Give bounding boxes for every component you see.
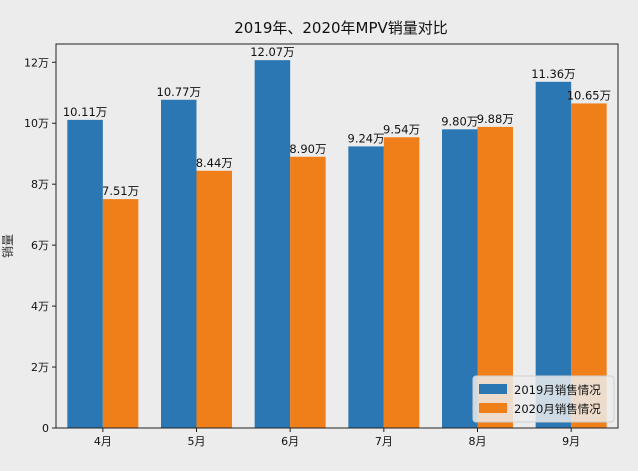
- data-label: 8.90万: [289, 142, 326, 156]
- bar-2019: [161, 99, 197, 429]
- x-tick-label: 6月: [281, 435, 299, 448]
- bar-2019: [442, 129, 478, 429]
- data-label: 10.77万: [157, 85, 201, 99]
- x-tick-label: 4月: [94, 435, 112, 448]
- data-label: 9.80万: [441, 114, 478, 128]
- axes-frame: [55, 43, 619, 429]
- x-tick-label: 7月: [375, 435, 393, 448]
- plot-background: [56, 44, 618, 428]
- x-tick-label: 5月: [188, 435, 206, 448]
- bar-2019: [535, 81, 572, 429]
- y-tick-label: 10万: [24, 117, 49, 130]
- data-label: 9.24万: [348, 131, 385, 145]
- legend-label: 2019月销售情况: [514, 383, 601, 397]
- y-tick-label: 12万: [24, 56, 49, 69]
- legend-swatch: [479, 384, 507, 394]
- y-tick-label: 0: [42, 422, 49, 435]
- bar-2020: [102, 199, 139, 428]
- data-label: 11.36万: [531, 67, 575, 81]
- data-label: 8.44万: [196, 156, 233, 170]
- chart-title: 2019年、2020年MPV销量对比: [234, 19, 448, 37]
- legend-box: [472, 375, 615, 423]
- data-label: 10.11万: [63, 105, 107, 119]
- y-tick-label: 2万: [31, 361, 49, 374]
- legend-label: 2020月销售情况: [514, 402, 601, 416]
- data-label: 9.88万: [477, 112, 514, 126]
- data-label: 9.54万: [383, 122, 420, 136]
- bar-2019: [67, 119, 103, 428]
- y-tick-label: 4万: [31, 300, 49, 313]
- plot-area: 0 2万 4万 6万 8万 10万 12万 10.11万 7.51万 4月 10.77万 8.44万 5…: [24, 43, 619, 448]
- y-tick-label: 6万: [31, 239, 49, 252]
- bar-2020: [383, 137, 420, 428]
- bar-2020: [290, 156, 326, 428]
- x-tick-label: 9月: [562, 435, 580, 448]
- bar-2019: [254, 60, 291, 429]
- legend-swatch: [479, 403, 507, 413]
- data-label: 7.51万: [102, 184, 139, 198]
- bar-2020: [196, 170, 232, 428]
- x-tick-label: 8月: [469, 435, 487, 448]
- data-label: 10.65万: [567, 88, 611, 102]
- bar-2019: [348, 146, 384, 428]
- bar-2020: [571, 103, 607, 428]
- y-tick-label: 8万: [31, 178, 49, 191]
- y-axis-label: 销量: [1, 234, 15, 258]
- legend: 2019月销售情况 2020月销售情况: [472, 375, 615, 423]
- data-label: 12.07万: [250, 45, 294, 59]
